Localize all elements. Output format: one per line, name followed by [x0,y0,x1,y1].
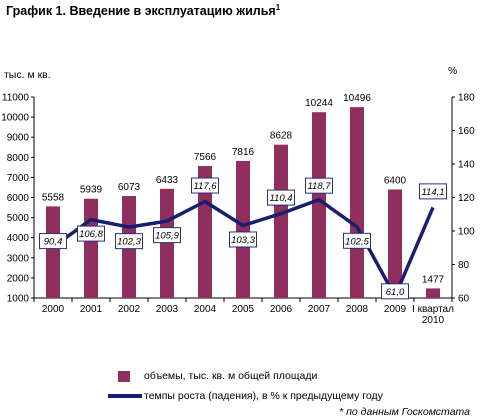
growth-line [51,197,435,299]
growth-value-box [153,227,181,244]
left-tick-label: 11000 [2,93,30,104]
bar-value-label: 10244 [305,98,333,109]
bar-value-label: 5558 [42,192,65,203]
bar-value-label: 7566 [194,152,217,163]
growth-value-label: 102,5 [345,236,369,247]
growth-value-box [191,177,219,194]
left-tick-label: 10000 [1,113,29,124]
x-tick-label: I квартал [412,304,454,315]
x-tick-label: 2008 [346,304,369,315]
growth-value-label: 61,0 [386,287,405,298]
right-axis-title: % [448,65,457,77]
growth-value-label: 90,4 [44,237,63,248]
growth-value-label: 114,1 [421,187,444,198]
growth-value-box [305,177,333,194]
legend-item-growth: темпы роста (падения), в % к предыдущему… [108,386,383,406]
source-note: * по данным Госкомстата [339,406,470,418]
right-tick-label: 180 [458,93,475,104]
growth-value-box [229,231,257,248]
bar-value-label: 7816 [232,147,255,158]
bar-value-label: 8628 [270,131,293,142]
bar [350,107,364,298]
right-tick-label: 160 [458,126,475,137]
growth-value-box [419,183,447,200]
bar-value-label: 1477 [422,274,445,285]
bar [312,112,326,298]
legend-label-growth: темпы роста (падения), в % к предыдущему… [144,390,383,402]
legend-swatch-line [108,394,142,398]
growth-value-label: 110,4 [269,193,292,204]
bar [46,206,60,298]
right-tick-label: 120 [458,193,475,204]
bar-value-label: 6433 [156,175,179,186]
left-tick-label: 2000 [7,273,30,284]
left-tick-label: 9000 [7,133,30,144]
left-tick-label: 4000 [7,233,30,244]
growth-value-label: 102,3 [117,237,141,248]
left-tick-label: 8000 [7,153,30,164]
bar [160,188,174,298]
growth-value-label: 118,7 [307,181,331,192]
x-tick-label: 2004 [194,304,217,315]
title-footnote-mark: 1 [275,3,281,12]
growth-value-box [77,225,105,242]
bar-value-label: 10496 [343,93,371,104]
left-axis-title: тыс. м кв. [4,69,51,81]
left-tick-label: 1000 [7,294,30,305]
x-tick-label: 2009 [384,304,407,315]
growth-value-label: 106,8 [79,229,103,240]
right-tick-label: 140 [458,160,475,171]
legend-label-volume: объемы, тыс. кв. м общей площади [144,370,318,382]
left-tick-label: 3000 [7,253,30,264]
growth-value-label: 103,3 [231,235,255,246]
growth-value-box [115,233,143,250]
right-tick-label: 80 [458,260,470,271]
bar [236,160,250,298]
bar [84,198,98,298]
right-tick-label: 100 [458,227,475,238]
x-tick-label: 2000 [42,304,65,315]
growth-value-box [267,189,295,206]
left-tick-label: 6000 [7,193,30,204]
x-tick-label: 2010 [422,315,445,326]
bar [198,166,212,298]
x-tick-label: 2006 [270,304,293,315]
growth-value-box [381,283,409,300]
chart-title: График 1. Введение в эксплуатацию жилья1 [6,3,281,19]
growth-value-box [343,232,371,249]
legend: объемы, тыс. кв. м общей площади темпы р… [108,366,383,406]
right-tick-label: 60 [458,294,470,305]
x-tick-label: 2002 [118,304,141,315]
legend-swatch-bar [118,370,130,382]
x-tick-label: 2001 [80,304,103,315]
chart-area: тыс. м кв. % 1000 2000 3000 4000 5000 6000 7000 8… [1,65,475,326]
x-tick-label: 2003 [156,304,179,315]
x-tick-label: 2005 [232,304,255,315]
bar-value-label: 5939 [80,185,103,196]
growth-value-label: 117,6 [193,181,217,192]
left-tick-label: 7000 [7,173,30,184]
bar [426,288,440,298]
bar-value-label: 6400 [384,175,407,186]
bar [274,144,288,298]
x-tick-label: 2007 [308,304,331,315]
bar-value-label: 6073 [118,182,141,193]
growth-value-box [39,233,67,250]
left-tick-label: 5000 [7,213,30,224]
growth-value-label: 105,9 [155,231,179,242]
legend-item-volume: объемы, тыс. кв. м общей площади [108,366,383,386]
bar [388,189,402,298]
